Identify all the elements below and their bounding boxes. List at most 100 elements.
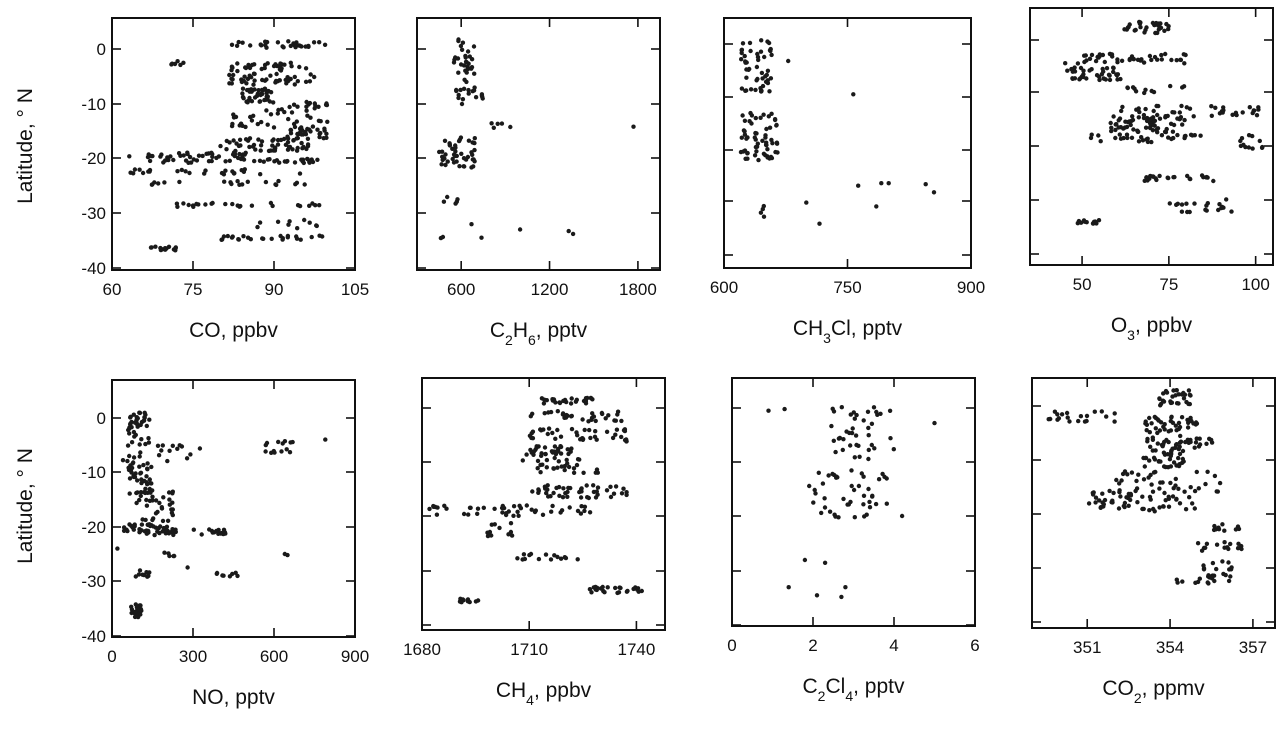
data-point [475,511,480,516]
data-point [204,151,209,156]
data-point [259,119,264,125]
data-point [125,443,131,448]
data-point [307,220,312,225]
data-point [1222,540,1227,545]
data-point [461,511,467,517]
data-point [238,121,244,126]
data-point [739,50,744,56]
data-point [833,449,838,455]
plot-frame [421,377,666,631]
data-point [1129,135,1135,140]
data-point [1254,113,1260,118]
data-point [565,447,570,452]
data-point [762,54,767,60]
data-point [826,473,831,478]
data-point [766,408,771,413]
x-axis-label: O3, ppbv [1111,314,1193,343]
data-point [755,51,760,57]
data-point [1185,425,1191,430]
data-point [491,125,496,130]
data-point [758,49,764,54]
data-point [546,494,551,499]
data-point [252,78,257,83]
data-point [509,533,515,538]
data-point [886,181,891,186]
data-point [156,181,161,186]
data-point [742,129,747,134]
data-point [137,167,142,172]
data-point [1161,450,1167,455]
data-point [145,522,150,527]
data-point [167,448,172,453]
data-point [741,149,746,154]
data-point [288,127,294,133]
data-point [1168,418,1174,424]
data-point [1157,428,1163,433]
data-point [1206,574,1211,579]
data-point [442,138,448,143]
data-point [129,440,135,445]
data-point [1181,396,1187,401]
data-point [1174,577,1180,582]
data-point [229,42,235,47]
data-point [1185,173,1190,179]
data-point [1072,65,1077,70]
data-point [613,484,619,489]
data-point [177,179,182,185]
data-point [249,99,255,104]
data-point [1144,137,1149,142]
data-point [245,76,251,82]
y-tick-label: -30 [81,572,106,591]
data-point [848,443,853,448]
data-point [760,138,765,143]
data-point [146,169,151,174]
data-point [1229,209,1234,214]
data-point [765,147,770,152]
data-point [544,457,550,463]
data-point [135,490,140,495]
data-point [286,116,291,122]
data-point [622,427,628,432]
data-point [270,143,275,148]
data-point [171,157,176,163]
data-point [442,503,447,508]
panel-1: 0 -10 -20 -30 -40 60 75 90 105 CO, ppbv [81,17,369,342]
data-point [277,78,282,83]
plot-frame [1031,377,1276,629]
data-point [230,571,235,577]
data-point [1094,73,1100,78]
data-point [256,137,261,142]
data-point [470,140,475,145]
data-point [743,88,748,94]
data-point [1107,488,1112,494]
data-point [1157,173,1162,179]
x-tick-label: 600 [260,647,288,666]
data-point [1198,133,1203,138]
data-point [148,481,153,486]
data-point [132,420,138,425]
data-point [1126,24,1131,30]
data-point [565,461,570,466]
data-point [1130,117,1136,123]
data-point [1171,135,1176,141]
plot-frame [723,17,972,269]
data-point [144,531,149,536]
data-point [1096,55,1101,60]
data-point [1220,559,1225,564]
data-point [223,201,228,207]
data-point [186,202,191,208]
data-point [558,434,564,439]
data-point [289,110,295,115]
data-point [287,104,292,110]
data-point [305,157,310,162]
data-point [568,401,574,406]
data-point [1183,439,1188,445]
data-point [866,447,871,453]
data-point [323,437,328,442]
data-point [867,505,873,510]
data-point [1204,441,1209,446]
data-point [761,112,766,117]
data-point [137,454,142,459]
